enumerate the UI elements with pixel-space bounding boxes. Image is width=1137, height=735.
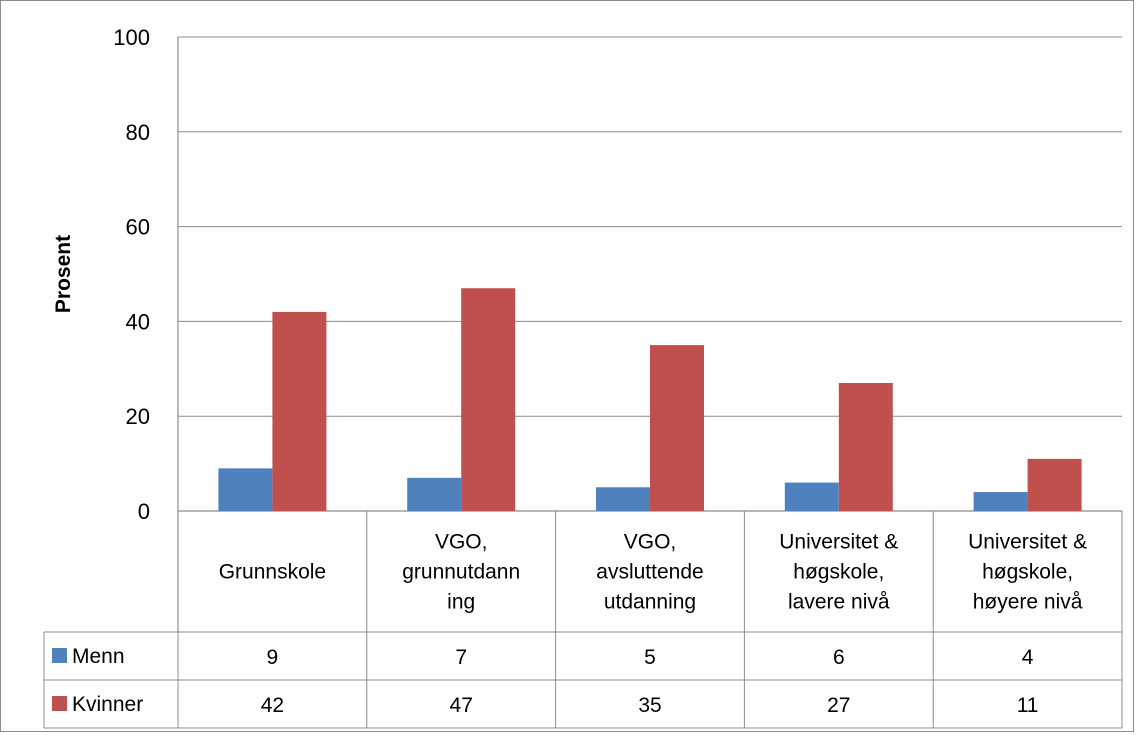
bar-kvinner-2 — [650, 345, 704, 511]
data-label-menn-2: 5 — [644, 646, 656, 669]
category-label-line: høgskole, — [793, 561, 884, 584]
category-label-line: høgskole, — [982, 561, 1073, 584]
category-label-2: VGO, avsluttende utdanning — [596, 531, 703, 614]
y-tick-label-60: 60 — [126, 215, 150, 240]
category-label-line: avsluttende — [596, 561, 703, 584]
bar-menn-2 — [596, 487, 650, 511]
y-tick-label-0: 0 — [138, 499, 150, 524]
bar-menn-0 — [218, 468, 273, 511]
bar-menn-3 — [784, 482, 839, 511]
category-label-line: utdanning — [604, 591, 696, 614]
bar-kvinner-3 — [838, 383, 893, 511]
bar-menn-1 — [407, 477, 462, 511]
category-label-line: Universitet & — [779, 531, 898, 554]
category-label-line: VGO, — [435, 531, 488, 554]
bar-menn-4 — [973, 492, 1028, 511]
y-axis-title: Prosent — [52, 235, 75, 313]
category-label-line: VGO, — [624, 531, 677, 554]
data-label-menn-3: 6 — [833, 646, 845, 669]
bar-kvinner-4 — [1027, 458, 1082, 511]
category-label-line: lavere nivå — [788, 591, 890, 614]
bar-kvinner-1 — [461, 288, 516, 511]
category-label-line: Grunnskole — [219, 561, 326, 584]
data-label-kvinner-0: 42 — [261, 694, 284, 717]
category-label-line: ing — [447, 591, 475, 614]
category-label-1: VGO, grunnutdann ing — [402, 531, 520, 614]
bar-kvinner-0 — [272, 311, 327, 511]
y-tick-label-20: 20 — [126, 404, 150, 429]
category-label-line: grunnutdann — [402, 561, 520, 584]
legend-label-kvinner: Kvinner — [72, 693, 143, 716]
data-label-kvinner-4: 11 — [1017, 694, 1039, 717]
data-label-kvinner-1: 47 — [450, 694, 473, 717]
category-label-0: Grunnskole — [219, 561, 326, 584]
category-label-4: Universitet & høgskole, høyere nivå — [968, 531, 1087, 614]
y-tick-label-100: 100 — [113, 25, 150, 50]
category-label-3: Universitet & høgskole, lavere nivå — [779, 531, 898, 614]
data-label-kvinner-2: 35 — [638, 694, 661, 717]
legend-label-menn: Menn — [72, 645, 125, 668]
data-label-menn-1: 7 — [455, 646, 467, 669]
data-label-menn-4: 4 — [1022, 646, 1034, 669]
legend-key-kvinner — [52, 696, 67, 711]
y-tick-label-80: 80 — [126, 120, 150, 145]
category-label-line: høyere nivå — [973, 591, 1083, 614]
category-label-line: Universitet & — [968, 531, 1087, 554]
y-tick-label-40: 40 — [126, 309, 150, 334]
data-label-menn-0: 9 — [267, 646, 279, 669]
legend-key-menn — [52, 648, 67, 663]
data-label-kvinner-3: 27 — [827, 694, 850, 717]
